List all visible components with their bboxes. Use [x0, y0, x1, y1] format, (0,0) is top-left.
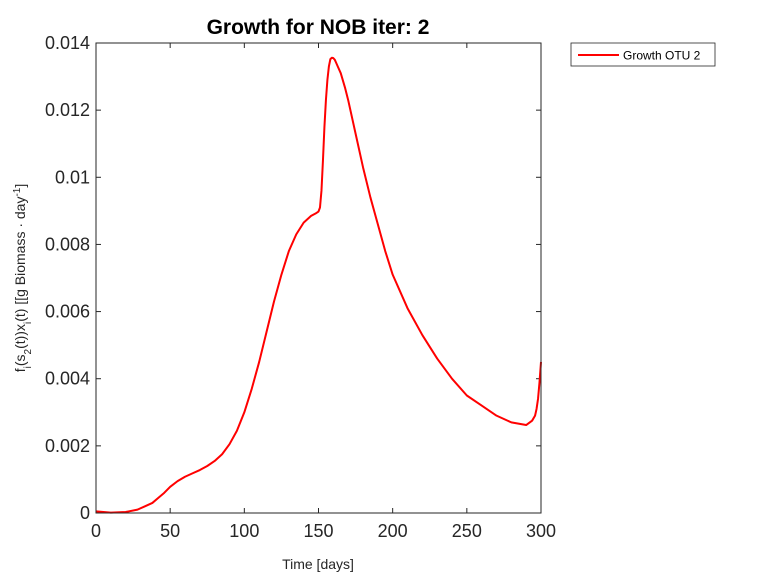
chart-title: Growth for NOB iter: 2: [207, 16, 430, 39]
y-axis-label: fi(s2(t))xi(t) [[g Biomass · day-1]: [12, 184, 34, 373]
legend: Growth OTU 2: [570, 42, 716, 67]
x-tick-labels: 0 50 100 150 200 250 300: [91, 521, 556, 541]
y-tick-label: 0.006: [45, 302, 90, 322]
x-tick-label: 200: [378, 521, 408, 541]
y-tick-label: 0.01: [55, 167, 90, 187]
y-axis-label-part: (t))x: [12, 324, 28, 349]
y-tick-label: 0.008: [45, 234, 90, 254]
x-tick-label: 300: [526, 521, 556, 541]
x-tick-label: 100: [229, 521, 259, 541]
y-axis-label-part: -1: [12, 187, 23, 196]
x-tick-label: 0: [91, 521, 101, 541]
y-tick-label: 0.002: [45, 436, 90, 456]
series-line-growth-otu-2: [95, 56, 542, 514]
y-axis-label-part: i: [23, 366, 34, 368]
y-tick-labels: 0 0.002 0.004 0.006 0.008 0.01 0.012 0.014: [45, 33, 90, 523]
y-axis-label-part: 2: [23, 348, 34, 354]
y-axis-label-part: f: [12, 368, 28, 372]
x-tick-label: 150: [303, 521, 333, 541]
y-axis-label-part: i: [23, 322, 34, 324]
y-axis-label-part: ]: [12, 184, 28, 188]
legend-box: [570, 42, 716, 67]
y-tick-label: 0.014: [45, 33, 90, 53]
y-tick-label: 0.004: [45, 369, 90, 389]
y-tick-label: 0: [80, 503, 90, 523]
x-tick-label: 50: [160, 521, 180, 541]
x-tick-label: 250: [452, 521, 482, 541]
legend-label-growth-otu-2: Growth OTU 2: [623, 49, 701, 63]
y-axis-label-part: (s: [12, 354, 28, 366]
plot-area: [96, 43, 541, 513]
axes-box: [95, 42, 542, 514]
series-layer: [95, 56, 542, 514]
x-axis-label: Time [days]: [282, 556, 354, 572]
y-axis-label-part: (t) [[g Biomass · day: [12, 197, 28, 322]
y-tick-label: 0.012: [45, 100, 90, 120]
